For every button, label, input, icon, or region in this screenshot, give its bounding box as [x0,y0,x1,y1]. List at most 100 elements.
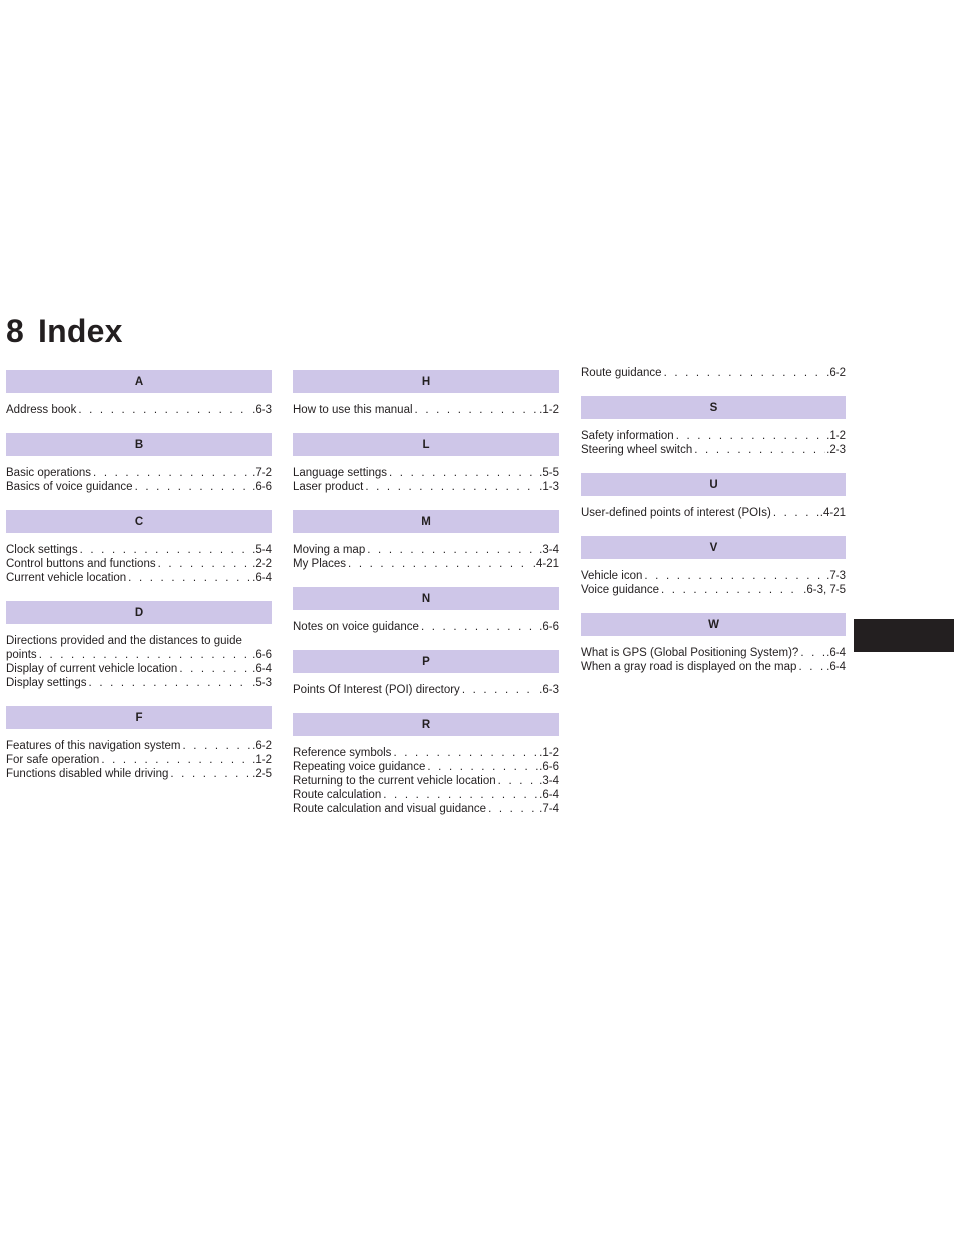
index-entry: Basics of voice guidance . . . . . . . .… [6,480,272,494]
entry-term: Features of this navigation system [6,740,181,752]
index-entry: Repeating voice guidance . . . . . . . .… [293,760,559,774]
index-entry: Display settings . . . . . . . . . . . .… [6,676,272,690]
dot-leader: . . . . . . . . . . . . . . . . . . . . … [134,481,252,493]
entry-page: .7-3 [826,570,846,582]
entry-term: Clock settings [6,544,78,556]
dot-leader: . . . . . . . . . . . . . . . . . . . . … [644,570,825,582]
index-section: W What is GPS (Global Positioning System)… [581,613,846,674]
entry-term: How to use this manual [293,404,413,416]
letter-heading: D [6,601,272,624]
entry-term: Steering wheel switch [581,444,693,456]
entry-page: .6-6 [539,621,559,633]
entry-page: .2-2 [252,558,272,570]
index-section: S Safety information . . . . . . . . . . … [581,396,846,457]
entry-page: .7-4 [539,803,559,815]
entry-term: For safe operation [6,754,100,766]
entry-term: Laser product [293,481,364,493]
entry-page: .6-4 [252,663,272,675]
entry-term: Safety information [581,430,674,442]
dot-leader: . . . . . . . . . . . . . . . . . . . . … [414,404,539,416]
index-section: N Notes on voice guidance . . . . . . . .… [293,587,559,634]
index-entry: Current vehicle location . . . . . . . .… [6,571,272,585]
index-entry: Steering wheel switch . . . . . . . . . … [581,443,846,457]
dot-leader: . . . . . . . . . . . . . . . . . . . . … [663,367,826,379]
entry-term: Route guidance [581,367,662,379]
letter-heading: V [581,536,846,559]
entry-page: .6-3 [539,684,559,696]
entry-page: .1-3 [539,481,559,493]
index-entry: Features of this navigation system . . .… [6,739,272,753]
entry-page: .6-4 [539,789,559,801]
entry-term: Reference symbols [293,747,392,759]
entry-page: .5-5 [539,467,559,479]
index-section: M Moving a map . . . . . . . . . . . . . … [293,510,559,571]
dot-leader: . . . . . . . . . . . . . . . . . . . . … [365,481,538,493]
index-entry: Display of current vehicle location . . … [6,662,272,676]
index-column-3: Route guidance . . . . . . . . . . . . .… [581,366,846,690]
index-entry: Returning to the current vehicle locatio… [293,774,559,788]
entry-page: .1-2 [252,754,272,766]
letter-heading: N [293,587,559,610]
entry-term: What is GPS (Global Positioning System)? [581,647,799,659]
entry-term: Notes on voice guidance [293,621,419,633]
index-section: B Basic operations . . . . . . . . . . . … [6,433,272,494]
letter-heading: P [293,650,559,673]
dot-leader: . . . . . . . . . . . . . . . . . . . . … [128,572,251,584]
dot-leader: . . . . . . . . . . . . . . . . . . . . … [157,558,252,570]
index-entry: Vehicle icon . . . . . . . . . . . . . .… [581,569,846,583]
index-entry: User-defined points of interest (POIs) .… [581,506,846,520]
dot-leader: . . . . . . . . . . . . . . . . . . . . … [675,430,825,442]
dot-leader: . . . . . . . . . . . . . . . . . . . . … [88,677,252,689]
entry-page: .3-4 [539,544,559,556]
index-entry: Reference symbols . . . . . . . . . . . … [293,746,559,760]
letter-heading: A [6,370,272,393]
dot-leader: . . . . . . . . . . . . . . . . . . . . … [798,661,826,673]
entry-term: Moving a map [293,544,366,556]
index-section: P Points Of Interest (POI) directory . . … [293,650,559,697]
index-entry: Points Of Interest (POI) directory . . .… [293,683,559,697]
index-entry: Moving a map . . . . . . . . . . . . . .… [293,543,559,557]
entry-term: Points Of Interest (POI) directory [293,684,460,696]
letter-heading: U [581,473,846,496]
dot-leader: . . . . . . . . . . . . . . . . . . . . … [79,544,252,556]
entry-page: .1-2 [539,404,559,416]
index-section: U User-defined points of interest (POIs) … [581,473,846,520]
index-entry: Language settings . . . . . . . . . . . … [293,466,559,480]
entry-term: points [6,649,37,661]
entry-page: .1-2 [539,747,559,759]
dot-leader: . . . . . . . . . . . . . . . . . . . . … [800,647,825,659]
chapter-tab-marker [854,619,954,652]
entry-page: .6-2 [252,740,272,752]
entry-term: Functions disabled while driving [6,768,169,780]
dot-leader: . . . . . . . . . . . . . . . . . . . . … [182,740,252,752]
index-entry: Basic operations . . . . . . . . . . . .… [6,466,272,480]
index-entry: Route guidance . . . . . . . . . . . . .… [581,366,846,380]
entry-term: Repeating voice guidance [293,761,426,773]
entry-term: Vehicle icon [581,570,643,582]
entry-page: .4-21 [532,558,559,570]
entry-page: .6-4 [826,661,846,673]
dot-leader: . . . . . . . . . . . . . . . . . . . . … [93,467,251,479]
entry-term: Basics of voice guidance [6,481,133,493]
entry-term: Display settings [6,677,87,689]
dot-leader: . . . . . . . . . . . . . . . . . . . . … [101,754,251,766]
entry-term: Basic operations [6,467,92,479]
index-entry: How to use this manual . . . . . . . . .… [293,403,559,417]
index-section: L Language settings . . . . . . . . . . .… [293,433,559,494]
entry-term: Current vehicle location [6,572,127,584]
entry-term-line: Directions provided and the distances to… [6,635,242,647]
dot-leader: . . . . . . . . . . . . . . . . . . . . … [461,684,538,696]
dot-leader: . . . . . . . . . . . . . . . . . . . . … [694,444,825,456]
index-section: H How to use this manual . . . . . . . . … [293,370,559,417]
letter-heading: M [293,510,559,533]
entry-term: Route calculation [293,789,382,801]
index-section: A Address book . . . . . . . . . . . . . … [6,370,272,417]
entry-page: .6-4 [826,647,846,659]
entry-term: Route calculation and visual guidance [293,803,487,815]
entry-page: .5-3 [252,677,272,689]
entry-page: .3-4 [539,775,559,787]
chapter-title: Index [38,313,123,350]
index-section: C Clock settings . . . . . . . . . . . . … [6,510,272,585]
letter-heading: H [293,370,559,393]
letter-heading: R [293,713,559,736]
